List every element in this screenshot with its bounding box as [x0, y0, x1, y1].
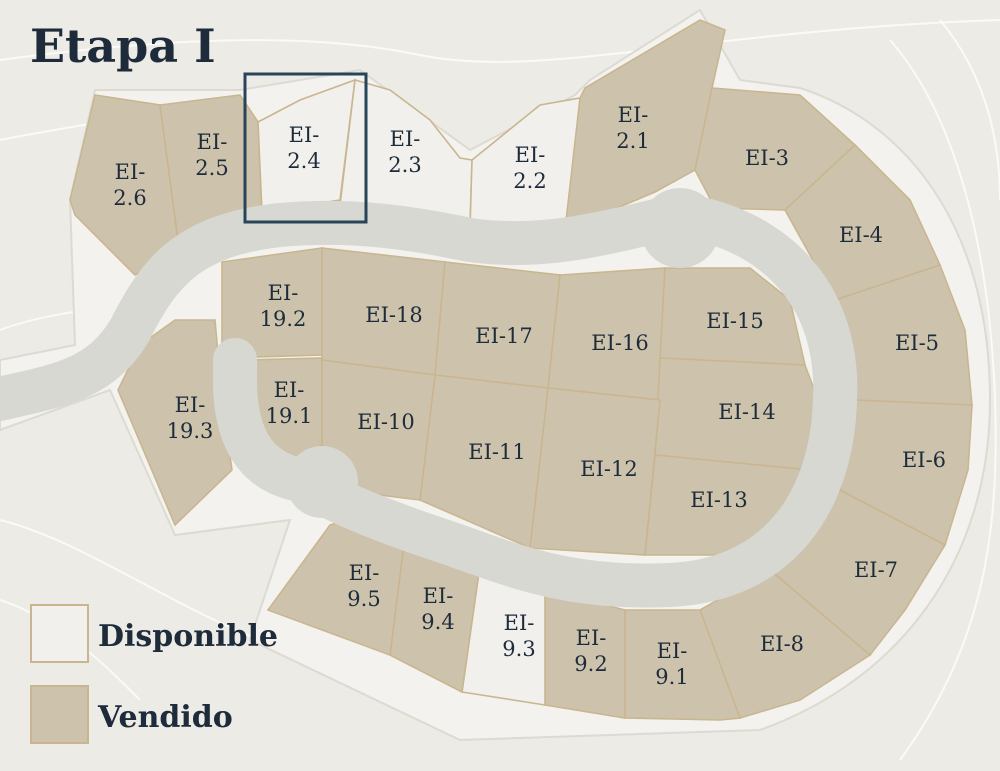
lot-label-line: EI- — [175, 393, 206, 417]
lot-label-line: EI-8 — [760, 632, 804, 656]
lot-label-line: 2.4 — [287, 149, 320, 173]
lot-label-line: EI- — [504, 611, 535, 635]
lot-label-ei-2-3: EI-2.3 — [388, 127, 421, 177]
lot-label-ei-17: EI-17 — [475, 324, 532, 348]
lot-label-ei-9-2: EI-9.2 — [574, 626, 607, 676]
road-roundabout-south — [286, 446, 358, 518]
lot-label-ei-2-6: EI-2.6 — [113, 160, 146, 210]
lot-label-line: EI-16 — [591, 331, 648, 355]
lot-label-line: EI- — [657, 639, 688, 663]
lot-label-ei-6: EI-6 — [902, 448, 946, 472]
lot-label-line: 9.5 — [347, 587, 380, 611]
lot-label-ei-12: EI-12 — [580, 457, 637, 481]
lot-label-line: EI-13 — [690, 488, 747, 512]
lot-label-line: EI-10 — [357, 410, 414, 434]
lot-label-line: 2.6 — [113, 186, 146, 210]
lot-label-ei-2-1: EI-2.1 — [616, 103, 649, 153]
lot-ei-15[interactable] — [659, 267, 807, 366]
road-network — [0, 188, 858, 608]
lot-label-ei-9-1: EI-9.1 — [655, 639, 688, 689]
lots-layer — [69, 19, 973, 721]
lot-label-line: EI- — [115, 160, 146, 184]
lot-label-ei-2-4: EI-2.4 — [287, 123, 320, 173]
lot-label-ei-8: EI-8 — [760, 632, 804, 656]
lot-label-ei-19-1: EI-19.1 — [266, 378, 313, 428]
lot-label-line: 9.1 — [655, 665, 688, 689]
lot-label-line: EI-7 — [854, 558, 898, 582]
lot-label-ei-16: EI-16 — [591, 331, 648, 355]
lot-labels-layer: EI-2.6EI-2.5EI-2.4EI-2.3 EI-2.2EI-2.1EI-3… — [113, 103, 946, 689]
selected-lot-highlight — [243, 72, 368, 224]
lot-label-ei-18: EI-18 — [365, 303, 422, 327]
legend-swatch-disponible — [30, 604, 89, 663]
lot-label-ei-7: EI-7 — [854, 558, 898, 582]
lot-label-line: EI-15 — [706, 309, 763, 333]
lot-label-line: EI-5 — [895, 331, 939, 355]
lot-label-line: EI- — [349, 561, 380, 585]
lot-label-ei-11: EI-11 — [468, 440, 525, 464]
legend-swatch-vendido — [30, 685, 89, 744]
lot-label-ei-2-5: EI-2.5 — [195, 130, 228, 180]
lot-label-ei-10: EI-10 — [357, 410, 414, 434]
lot-label-line: EI- — [576, 626, 607, 650]
lot-ei-9-1[interactable] — [624, 609, 742, 721]
lot-label-line: EI-18 — [365, 303, 422, 327]
legend: Disponible Vendido — [30, 604, 278, 744]
lot-label-line: 9.3 — [502, 637, 535, 661]
lot-label-ei-13: EI-13 — [690, 488, 747, 512]
lot-label-line: 19.1 — [266, 404, 313, 428]
lot-label-line: EI- — [274, 378, 305, 402]
lot-label-line: EI-4 — [839, 223, 883, 247]
lot-label-line: EI-3 — [745, 146, 789, 170]
lot-label-line: 2.3 — [388, 153, 421, 177]
lot-label-ei-4: EI-4 — [839, 223, 883, 247]
legend-label-vendido: Vendido — [97, 700, 233, 735]
lot-label-line: EI- — [390, 127, 421, 151]
lot-label-ei-9-4: EI-9.4 — [421, 584, 454, 634]
lot-label-line: 19.2 — [260, 307, 307, 331]
lot-label-line: EI-14 — [718, 400, 775, 424]
lot-label-ei-2-2: EI-2.2 — [513, 143, 546, 193]
lot-label-line: EI- — [289, 123, 320, 147]
lot-label-line: 2.1 — [616, 129, 649, 153]
lot-label-line: EI- — [268, 281, 299, 305]
lot-label-line: EI- — [618, 103, 649, 127]
lot-label-ei-3: EI-3 — [745, 146, 789, 170]
lot-label-line: EI-6 — [902, 448, 946, 472]
lot-label-line: 2.5 — [195, 156, 228, 180]
legend-label-disponible: Disponible — [98, 619, 278, 654]
lot-label-line: EI-12 — [580, 457, 637, 481]
lot-label-line: EI- — [197, 130, 228, 154]
lot-label-ei-15: EI-15 — [706, 309, 763, 333]
lot-label-ei-19-3: EI-19.3 — [167, 393, 214, 443]
lot-label-line: 9.4 — [421, 610, 454, 634]
lot-label-ei-5: EI-5 — [895, 331, 939, 355]
lot-label-ei-9-5: EI-9.5 — [347, 561, 380, 611]
road-roundabout-north — [640, 188, 720, 268]
page-title: Etapa I — [30, 19, 216, 73]
lot-label-line: EI-11 — [468, 440, 525, 464]
lot-label-line: 19.3 — [167, 419, 214, 443]
lot-label-line: EI- — [515, 143, 546, 167]
lot-label-line: 2.2 — [513, 169, 546, 193]
lot-label-line: 9.2 — [574, 652, 607, 676]
lot-label-ei-9-3: EI-9.3 — [502, 611, 535, 661]
lot-label-line: EI-17 — [475, 324, 532, 348]
lot-label-ei-14: EI-14 — [718, 400, 775, 424]
lot-label-ei-19-2: EI-19.2 — [260, 281, 307, 331]
lot-label-line: EI- — [423, 584, 454, 608]
